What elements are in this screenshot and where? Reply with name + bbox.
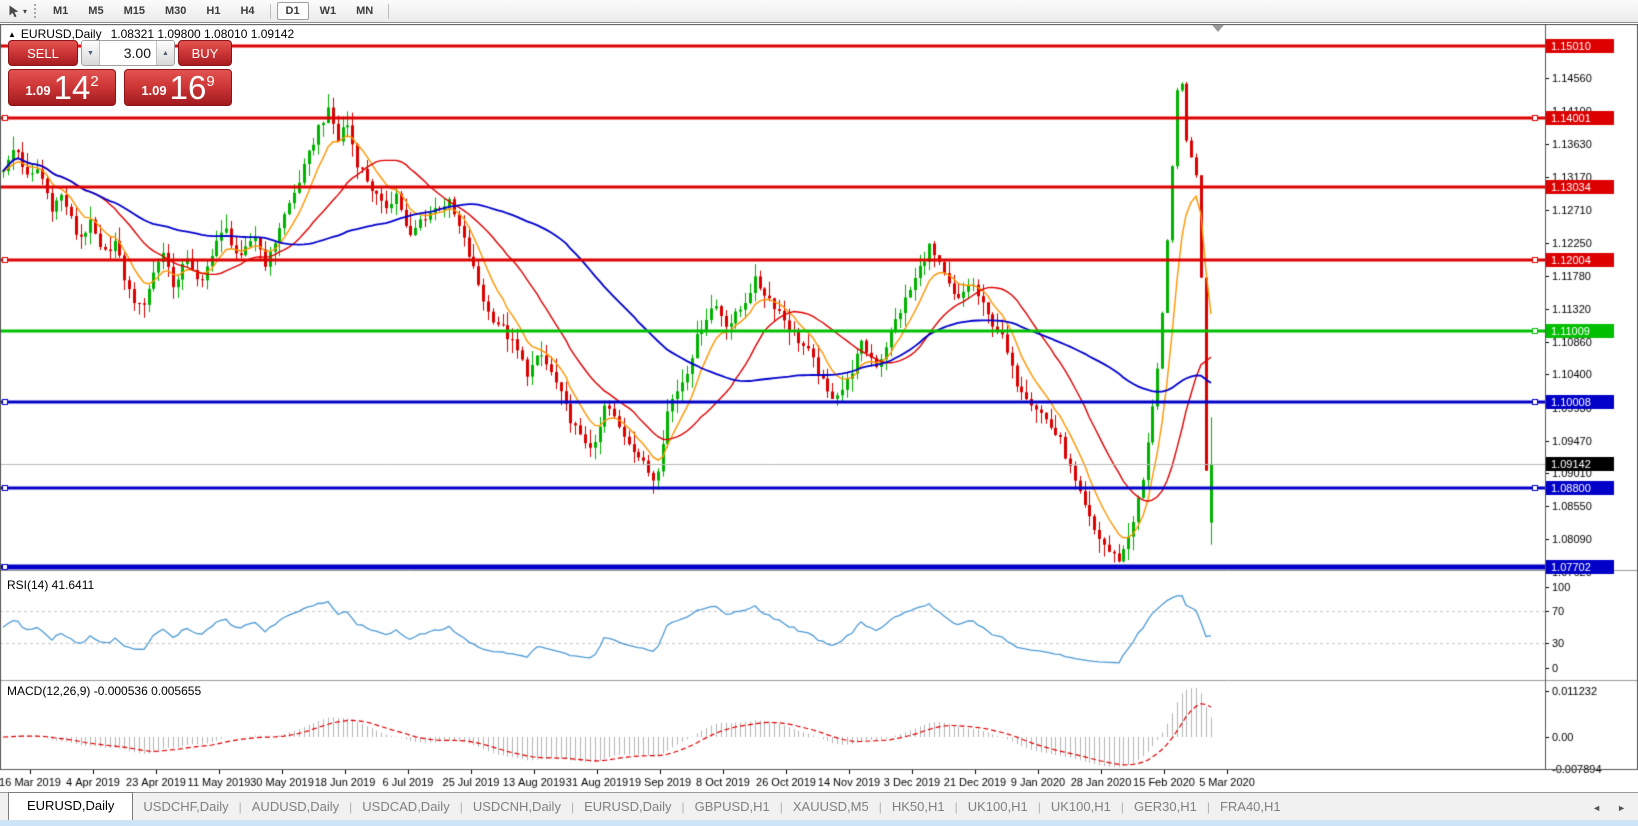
tab-separator: | — [1206, 800, 1210, 814]
timeframe-m30-button[interactable]: M30 — [164, 5, 187, 17]
tab-separator: | — [954, 800, 958, 814]
chart-tab-usdcad-daily[interactable]: USDCAD,Daily — [362, 799, 450, 814]
crosshair-tool-icon[interactable] — [5, 3, 23, 19]
tab-separator: | — [878, 800, 882, 814]
timeframe-buttons: M1 M5 M15 M30 H1 H4 D1 W1 MN — [43, 0, 394, 22]
timeframe-d1-button[interactable]: D1 — [276, 2, 309, 20]
buy-button[interactable]: BUY — [178, 40, 232, 66]
volume-increase-button[interactable]: ▲ — [156, 41, 174, 65]
timeframe-m15-button[interactable]: M15 — [123, 5, 145, 17]
tab-separator: | — [459, 800, 463, 814]
chart-symbol-label: EURUSD,Daily — [20, 27, 102, 41]
timeframe-m1-button[interactable]: M1 — [53, 5, 69, 17]
timeframe-m5-button[interactable]: M5 — [88, 5, 104, 17]
buy-price-button[interactable]: 1.09 16 9 — [124, 69, 232, 106]
tabs-scroll-nav: ◄ ► — [1592, 803, 1638, 820]
tab-separator: | — [570, 800, 575, 814]
sell-price-handle: 1.09 — [25, 83, 51, 98]
toolbar-grip — [34, 4, 37, 18]
buy-price-pip: 9 — [206, 73, 215, 90]
sell-button[interactable]: SELL — [8, 40, 78, 66]
sell-price-figure: 14 — [53, 69, 91, 106]
chart-tab-hk50-h1[interactable]: HK50,H1 — [891, 799, 945, 814]
chart-tab-ger30-h1[interactable]: GER30,H1 — [1133, 799, 1197, 814]
chart-tabs: EURUSD,Daily USDCHF,Daily | AUDUSD,Daily | US… — [0, 792, 1291, 820]
tab-separator: | — [681, 800, 685, 814]
sell-price-pip: 2 — [90, 73, 99, 90]
cursor-arrow-glyph — [9, 5, 18, 17]
one-click-trading-panel: SELL ▼ ▲ BUY 1.09 14 2 1.09 16 9 — [8, 40, 232, 106]
buy-price-handle: 1.09 — [141, 83, 167, 98]
tabs-scroll-right-icon[interactable]: ► — [1617, 803, 1626, 813]
spinner-up-icon: ▲ — [162, 49, 169, 57]
buy-price-figure: 16 — [169, 69, 207, 106]
chart-tab-eurusd-daily[interactable]: EURUSD,Daily — [8, 792, 134, 820]
tab-separator: | — [1037, 800, 1041, 814]
chart-title: ▲ EURUSD,Daily 1.08321 1.09800 1.08010 1… — [8, 27, 294, 41]
volume-stepper: ▼ ▲ — [81, 40, 175, 66]
tabs-scroll-left-icon[interactable]: ◄ — [1592, 803, 1602, 813]
timeframe-h1-button[interactable]: H1 — [206, 5, 221, 17]
chart-tab-uk100-h1[interactable]: UK100,H1 — [967, 799, 1028, 814]
tab-separator: | — [1120, 800, 1124, 814]
sell-price-button[interactable]: 1.09 14 2 — [8, 69, 116, 106]
caret-down-icon[interactable]: ▾ — [23, 6, 28, 16]
trade-prices-row: 1.09 14 2 1.09 16 9 — [8, 69, 232, 106]
toolbar-separator — [269, 3, 271, 19]
price-chart-canvas[interactable] — [0, 24, 1638, 792]
timeframe-toolbar: ▾ M1 M5 M15 M30 H1 H4 D1 W1 MN — [0, 0, 1638, 23]
macd-indicator-label: MACD(12,26,9) -0.000536 0.005655 — [7, 684, 202, 698]
status-strip — [0, 820, 1638, 826]
chart-tab-gbpusd-h1[interactable]: GBPUSD,H1 — [694, 799, 770, 814]
rsi-indicator-label: RSI(14) 41.6411 — [7, 578, 95, 592]
chart-tab-uk100-h1[interactable]: UK100,H1 — [1050, 799, 1111, 814]
chart-tabbar: EURUSD,Daily USDCHF,Daily | AUDUSD,Daily | US… — [0, 792, 1638, 820]
chart-tab-audusd-daily[interactable]: AUDUSD,Daily — [251, 799, 340, 814]
volume-decrease-button[interactable]: ▼ — [82, 41, 100, 65]
tab-separator: | — [238, 800, 242, 814]
chart-tab-xauusd-m5[interactable]: XAUUSD,M5 — [792, 799, 869, 814]
trade-controls-row: SELL ▼ ▲ BUY — [8, 40, 232, 66]
tab-separator: | — [779, 800, 783, 814]
tab-separator: | — [349, 800, 353, 814]
chart-tab-usdchf-daily[interactable]: USDCHF,Daily — [143, 799, 229, 814]
volume-input[interactable] — [100, 41, 156, 65]
chart-tab-eurusd-daily[interactable]: EURUSD,Daily — [584, 799, 672, 814]
timeframe-w1-button[interactable]: W1 — [319, 5, 337, 17]
chart-tab-fra40-h1[interactable]: FRA40,H1 — [1219, 799, 1281, 814]
chart-tab-usdcnh-daily[interactable]: USDCNH,Daily — [472, 799, 561, 814]
timeframe-mn-button[interactable]: MN — [356, 5, 374, 17]
spinner-down-icon: ▼ — [87, 49, 94, 57]
collapse-triangle-icon[interactable]: ▲ — [8, 29, 16, 39]
chart-scroll-marker-icon[interactable] — [1212, 25, 1224, 32]
timeframe-h4-button[interactable]: H4 — [240, 5, 255, 17]
chart-ohlc-values: 1.08321 1.09800 1.08010 1.09142 — [110, 27, 295, 41]
toolbar-separator — [388, 3, 390, 19]
